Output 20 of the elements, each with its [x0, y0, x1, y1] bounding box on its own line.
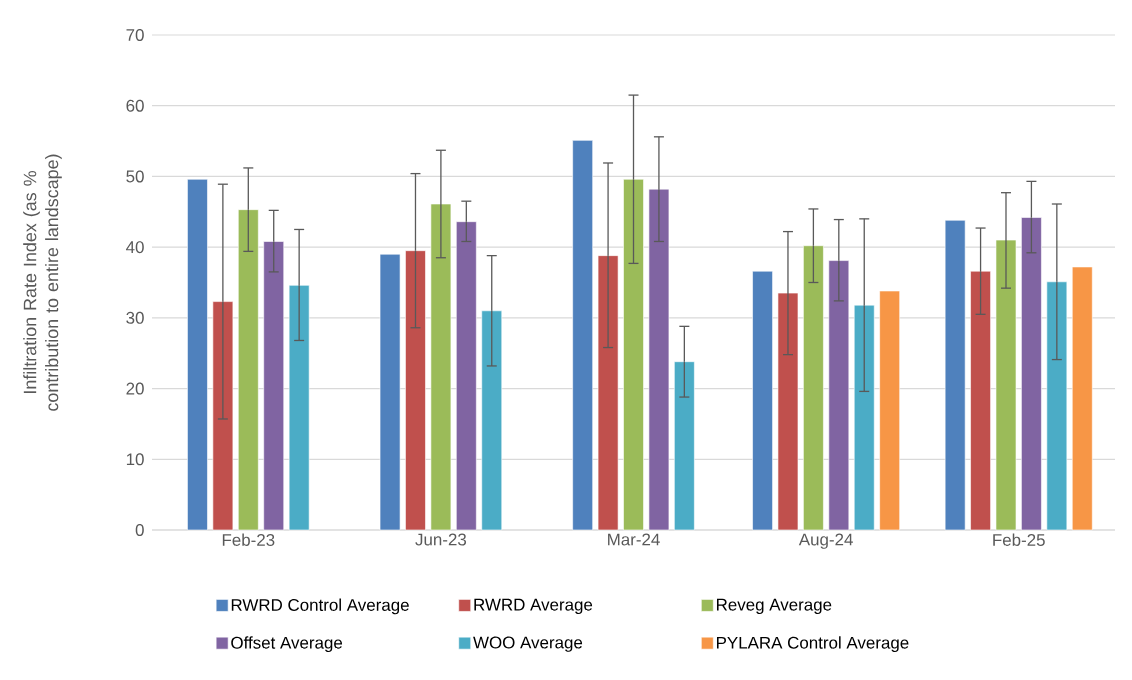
x-tick-label: Mar-24: [608, 533, 660, 546]
y-tick-label: 50: [126, 170, 144, 183]
y-tick-label: 60: [126, 99, 144, 112]
x-tick-label: Aug-24: [798, 533, 853, 549]
y-tick-label: 0: [135, 524, 144, 536]
y-axis-title: Infiltration Rate Index (as % contribution to entire landscape): [23, 154, 62, 411]
legend-label: RWRD Average: [474, 598, 593, 615]
x-tick-label: Jun-23: [415, 533, 467, 546]
legend-label: WOO Average: [473, 636, 583, 652]
y-tick-label: 70: [126, 29, 144, 41]
y-tick-label: 30: [126, 311, 144, 324]
y-tick-label: 40: [126, 241, 144, 254]
legend-label: Offset Average: [231, 636, 343, 653]
legend-label: Reveg Average: [716, 598, 832, 615]
x-tick-label: Feb-23: [222, 533, 275, 546]
y-tick-label: 10: [126, 453, 144, 466]
legend-label: RWRD Control Average: [231, 598, 409, 615]
y-tick-label: 20: [126, 382, 144, 395]
x-tick-label: Feb-25: [993, 533, 1045, 546]
legend-label: PYLARA Control Average: [716, 636, 909, 653]
